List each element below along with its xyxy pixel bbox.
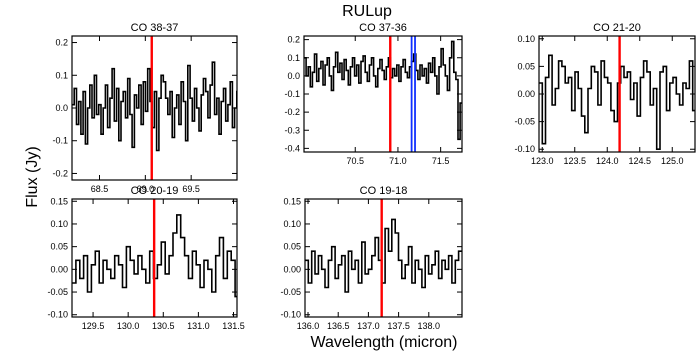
spectrum-panel: CO 20-19 129.5 130.0 130.5 131.0 131.5 -0.10 -0…	[47, 185, 244, 331]
spectrum-panel: CO 19-18 136.0 136.5 137.0 137.5 138.0 -0.10 -0…	[280, 185, 463, 331]
x-tick-label: 124.0	[596, 156, 619, 166]
y-tick-label: -0.10	[47, 310, 68, 320]
y-tick-label: 0.00	[517, 89, 535, 99]
y-tick-label: -0.10	[514, 144, 535, 154]
panel-title: CO 37-36	[359, 22, 407, 34]
x-tick-label: 137.5	[387, 321, 410, 331]
x-tick-label: 131.0	[187, 321, 210, 331]
panel-title: CO 19-18	[360, 185, 408, 197]
y-tick-label: 0.2	[287, 35, 300, 45]
y-tick-label: 0.10	[517, 34, 535, 44]
y-tick-label: -0.1	[284, 89, 300, 99]
x-axis-label: Wavelength (micron)	[310, 334, 457, 351]
x-tick-label: 130.5	[152, 321, 175, 331]
spectrum-panel: CO 37-36 70.5 71.0 71.5 -0.4 -0.3 -0.2 -0.1 0.0 0…	[284, 22, 463, 166]
x-tick-label: 69.5	[182, 184, 200, 194]
x-tick-label: 123.0	[531, 156, 554, 166]
x-tick-label: 71.5	[432, 156, 450, 166]
spectrum-line	[304, 40, 462, 141]
x-tick-label: 136.0	[297, 321, 320, 331]
panel-title: CO 21-20	[593, 22, 641, 34]
y-tick-label: 0.15	[50, 196, 68, 206]
y-tick-label: 0.10	[283, 219, 301, 229]
x-tick-label: 125.0	[661, 156, 684, 166]
y-tick-label: -0.2	[52, 168, 68, 178]
y-tick-label: -0.05	[514, 117, 535, 127]
y-tick-label: 0.2	[55, 38, 68, 48]
spectrum-panel: CO 38-37 68.5 69.0 69.5 -0.2 -0.1 0.0 0.1 0.2	[52, 22, 238, 194]
x-tick-label: 130.0	[117, 321, 140, 331]
y-tick-label: 0.05	[283, 242, 301, 252]
figure-title: RULup	[342, 3, 392, 20]
y-tick-label: 0.0	[287, 71, 300, 81]
y-tick-label: -0.1	[52, 136, 68, 146]
y-tick-label: 0.0	[55, 103, 68, 113]
x-tick-label: 129.5	[82, 321, 105, 331]
x-tick-label: 124.5	[628, 156, 651, 166]
y-axis-label: Flux (Jy)	[24, 146, 41, 207]
spectrum-panel: CO 21-20 123.0 123.5 124.0 124.5 125.0 -0.10 -0…	[514, 22, 696, 166]
x-tick-label: 131.5	[222, 321, 245, 331]
y-tick-label: -0.10	[280, 310, 301, 320]
spectrum-line	[305, 218, 462, 293]
y-tick-label: -0.4	[284, 143, 300, 153]
y-tick-label: 0.00	[50, 264, 68, 274]
panel-title: CO 38-37	[131, 22, 179, 34]
x-tick-label: 137.0	[357, 321, 380, 331]
y-tick-label: 0.10	[50, 219, 68, 229]
y-tick-label: 0.05	[517, 61, 535, 71]
spectrum-line	[72, 214, 237, 298]
y-tick-label: 0.05	[50, 242, 68, 252]
y-tick-label: -0.2	[284, 107, 300, 117]
panel-title: CO 20-19	[131, 185, 179, 197]
plot-frame	[304, 198, 463, 318]
plot-frame	[71, 198, 238, 318]
x-tick-label: 136.5	[327, 321, 350, 331]
y-tick-label: -0.3	[284, 125, 300, 135]
y-tick-label: 0.1	[287, 53, 300, 63]
y-tick-label: -0.05	[47, 287, 68, 297]
y-tick-label: 0.15	[283, 196, 301, 206]
x-tick-label: 68.5	[91, 184, 109, 194]
y-tick-label: 0.00	[283, 264, 301, 274]
x-tick-label: 70.5	[346, 156, 364, 166]
y-tick-label: -0.05	[280, 287, 301, 297]
x-tick-label: 71.0	[389, 156, 407, 166]
x-tick-label: 123.5	[563, 156, 586, 166]
spectrum-line	[72, 61, 237, 152]
x-tick-label: 138.0	[418, 321, 441, 331]
spectrum-line	[539, 54, 695, 150]
y-tick-label: 0.1	[55, 70, 68, 80]
x-tick-label: 69.0	[137, 184, 155, 194]
